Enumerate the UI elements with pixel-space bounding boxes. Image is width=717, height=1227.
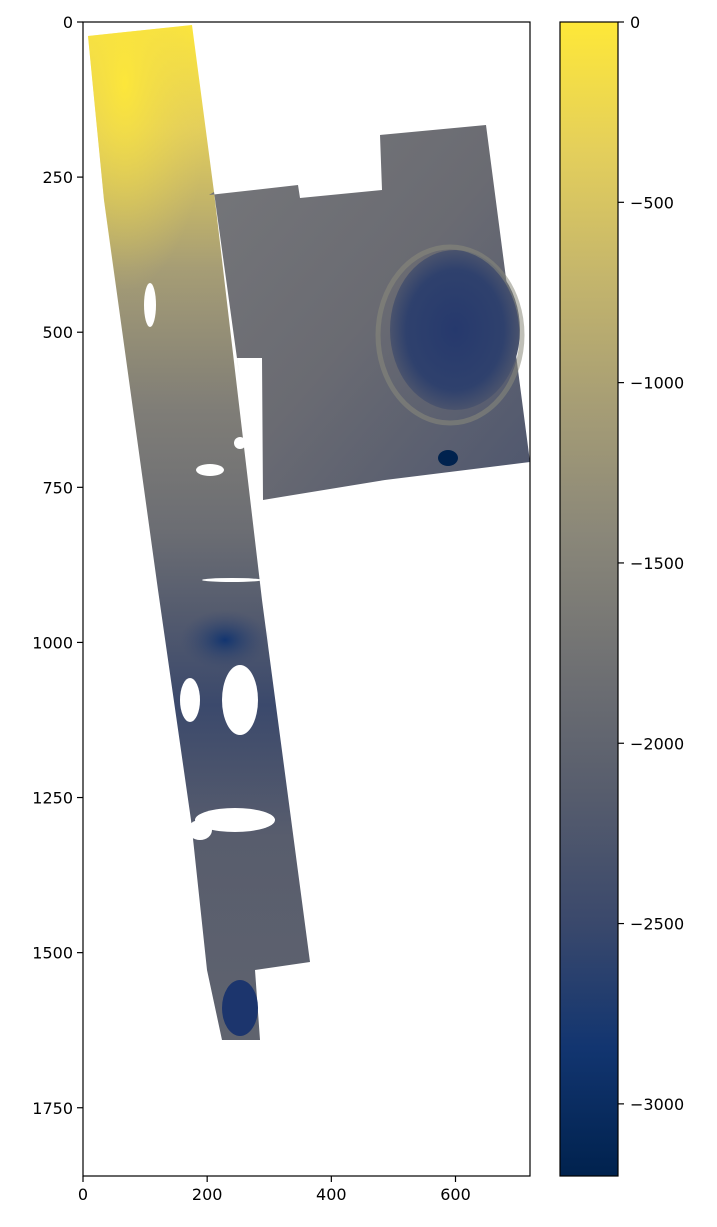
y-tick-label: 1000 [32,633,73,652]
colorbar-tick-label: −500 [630,193,674,212]
x-tick-label: 200 [192,1185,223,1204]
x-axis: 0 200 400 600 [78,1176,471,1204]
heatmap-small-crater [438,450,458,466]
y-tick-label: 250 [42,168,73,187]
y-tick-label: 1750 [32,1099,73,1118]
y-tick-label: 0 [63,13,73,32]
colorbar-tick-label: −3000 [630,1095,684,1114]
elevation-heatmap [88,25,530,1040]
y-tick-label: 500 [42,323,73,342]
y-tick-label: 1250 [32,789,73,808]
heatmap-crater-rim [375,244,525,426]
colorbar-tick-label: −2000 [630,734,684,753]
heatmap-bottom-crater [222,980,258,1036]
y-tick-label: 750 [42,478,73,497]
y-axis: 0 250 500 750 1000 1250 1500 1750 [32,13,83,1118]
heatmap-lowland [180,610,270,670]
colorbar [559,21,619,1177]
x-tick-label: 400 [316,1185,347,1204]
heatmap-crater [390,250,520,410]
heatmap-gaps [144,283,275,840]
colorbar-tick-label: −1500 [630,554,684,573]
colorbar-tick-label: −2500 [630,915,684,934]
colorbar-tick-label: 0 [630,13,640,32]
heatmap-highlands [88,25,210,320]
axes-frame [82,21,531,1177]
colorbar-axis: 0 −500 −1000 −1500 −2000 −2500 −3000 [618,13,684,1114]
y-tick-label: 1500 [32,944,73,963]
x-tick-label: 600 [440,1185,471,1204]
colorbar-tick-label: −1000 [630,374,684,393]
x-tick-label: 0 [78,1185,88,1204]
